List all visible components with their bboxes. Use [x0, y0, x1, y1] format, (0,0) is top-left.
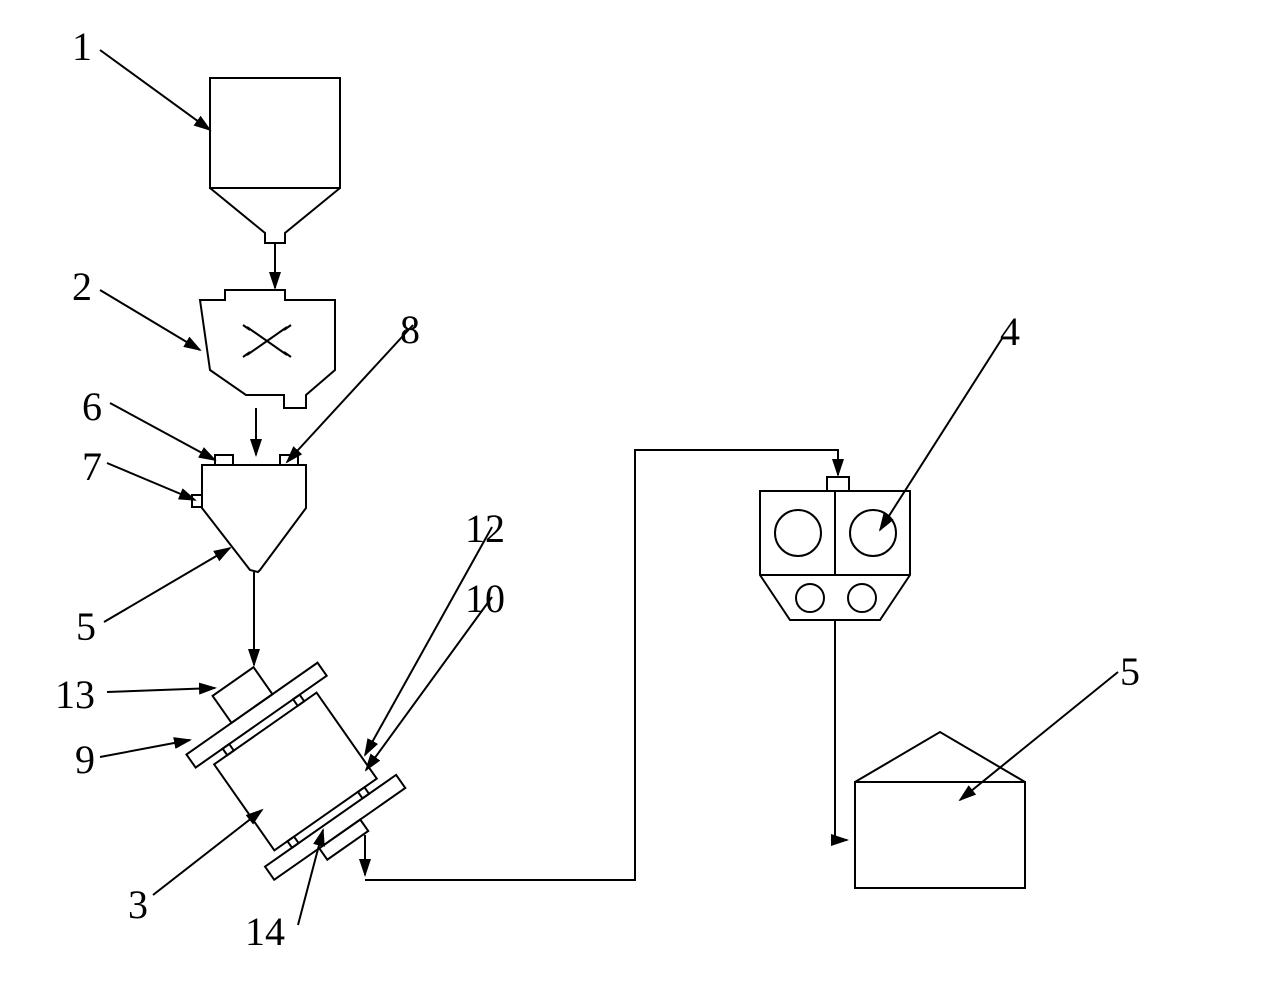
- label-7: 7: [82, 444, 102, 489]
- label-3: 3: [128, 882, 148, 927]
- label-5b: 5: [1120, 649, 1140, 694]
- label-4: 4: [1000, 309, 1020, 354]
- flow-path: [835, 620, 847, 840]
- component-drum-3: [168, 636, 414, 892]
- label-5a: 5: [76, 604, 96, 649]
- flow-path: [365, 450, 838, 880]
- diagram-canvas: 1 2 3 4 5 5 6 7 8 9 10 12 13 14: [0, 0, 1263, 996]
- component-hopper-1: [210, 78, 340, 243]
- component-crusher-4: [760, 477, 910, 620]
- label-12: 12: [465, 506, 505, 551]
- component-hopper-5-small: [192, 455, 306, 572]
- label-8: 8: [400, 307, 420, 352]
- label-6: 6: [82, 384, 102, 429]
- label-10: 10: [465, 576, 505, 621]
- label-14: 14: [245, 909, 285, 954]
- label-1: 1: [72, 24, 92, 69]
- label-2: 2: [72, 264, 92, 309]
- label-leaders: [100, 50, 1118, 925]
- labels: 1 2 3 4 5 5 6 7 8 9 10 12 13 14: [55, 24, 1140, 954]
- component-mixer-2: [200, 290, 335, 408]
- label-13: 13: [55, 672, 95, 717]
- component-storage-5: [855, 732, 1025, 888]
- label-9: 9: [75, 737, 95, 782]
